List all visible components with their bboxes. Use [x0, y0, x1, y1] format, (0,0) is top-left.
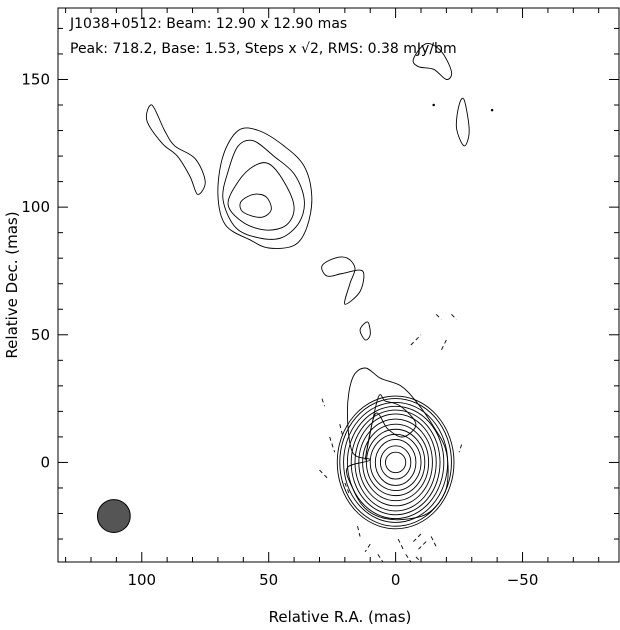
- x-axis-label: Relative R.A. (mas): [269, 608, 412, 626]
- negative-contour: [405, 554, 412, 562]
- far_north-contour: [412, 43, 453, 80]
- core-contour: [346, 405, 445, 520]
- northern_lobe-contour: [239, 193, 272, 218]
- core-contour: [354, 413, 437, 512]
- far_north-dot: [432, 103, 435, 107]
- negative-contour: [397, 538, 404, 550]
- core-knot-contour: [364, 394, 417, 461]
- northwest_jet-contour: [145, 104, 206, 195]
- core-contour: [362, 423, 430, 502]
- northern_lobe-contour: [217, 127, 313, 249]
- negative-contour: [413, 533, 422, 542]
- core-contour: [374, 439, 417, 486]
- negative-contour: [418, 541, 427, 550]
- beam-layer: [96, 499, 131, 534]
- y-tick-label: 100: [21, 198, 50, 216]
- negative-contour: [430, 536, 437, 547]
- core-contour: [365, 428, 426, 497]
- core-contour: [385, 451, 407, 474]
- x-tick-label: 0: [391, 571, 401, 589]
- northern_lobe-contour: [222, 139, 305, 240]
- chart-title-line2: Peak: 718.2, Base: 1.53, Steps x √2, RMS…: [70, 41, 457, 57]
- negative-contour: [440, 339, 447, 351]
- middle_knots-contour: [359, 321, 371, 341]
- contour-lines: [145, 43, 494, 530]
- core-contour: [358, 418, 433, 507]
- core-contour: [339, 398, 452, 527]
- core-contour: [379, 445, 412, 480]
- y-tick-label: 150: [21, 70, 50, 88]
- middle_knots-contour: [321, 256, 365, 305]
- northern_lobe-contour: [227, 162, 295, 231]
- core-contour: [336, 395, 455, 530]
- negative-contour: [415, 556, 422, 562]
- negative-contour: [344, 482, 351, 496]
- negative-contour: [451, 314, 457, 320]
- core-outer-contour: [346, 367, 449, 521]
- negative-contour: [377, 554, 384, 562]
- negative-contour: [329, 436, 336, 453]
- negative-contour: [410, 334, 422, 346]
- plot-frame: [57, 7, 620, 563]
- x-tick-label: −50: [507, 571, 539, 589]
- negative-contour: [357, 526, 361, 537]
- negative-contour: [319, 469, 328, 479]
- negative-contour-lines: [319, 314, 463, 562]
- core-contour: [350, 409, 441, 516]
- negative-contour: [321, 398, 325, 407]
- x-tick-label: 100: [127, 571, 156, 589]
- negative-contour: [435, 314, 442, 320]
- chart-title-line1: J1038+0512: Beam: 12.90 x 12.90 mas: [69, 16, 347, 32]
- y-axis-label: Relative Dec. (mas): [3, 211, 21, 358]
- x-tick-label: 50: [259, 571, 278, 589]
- negative-contour: [339, 424, 343, 435]
- beam-ellipse: [96, 499, 131, 534]
- y-tick-label: 0: [40, 453, 50, 471]
- far_north-contour: [455, 97, 470, 147]
- axis-tick-labels: 100 50 0 −50 0 50 100 150: [21, 70, 538, 589]
- negative-contour: [458, 444, 463, 453]
- negative-contour: [364, 543, 371, 553]
- far_north-dot: [490, 108, 494, 112]
- axis-ticks: [58, 8, 619, 562]
- core-contour: [369, 433, 422, 491]
- y-tick-label: 50: [31, 326, 50, 344]
